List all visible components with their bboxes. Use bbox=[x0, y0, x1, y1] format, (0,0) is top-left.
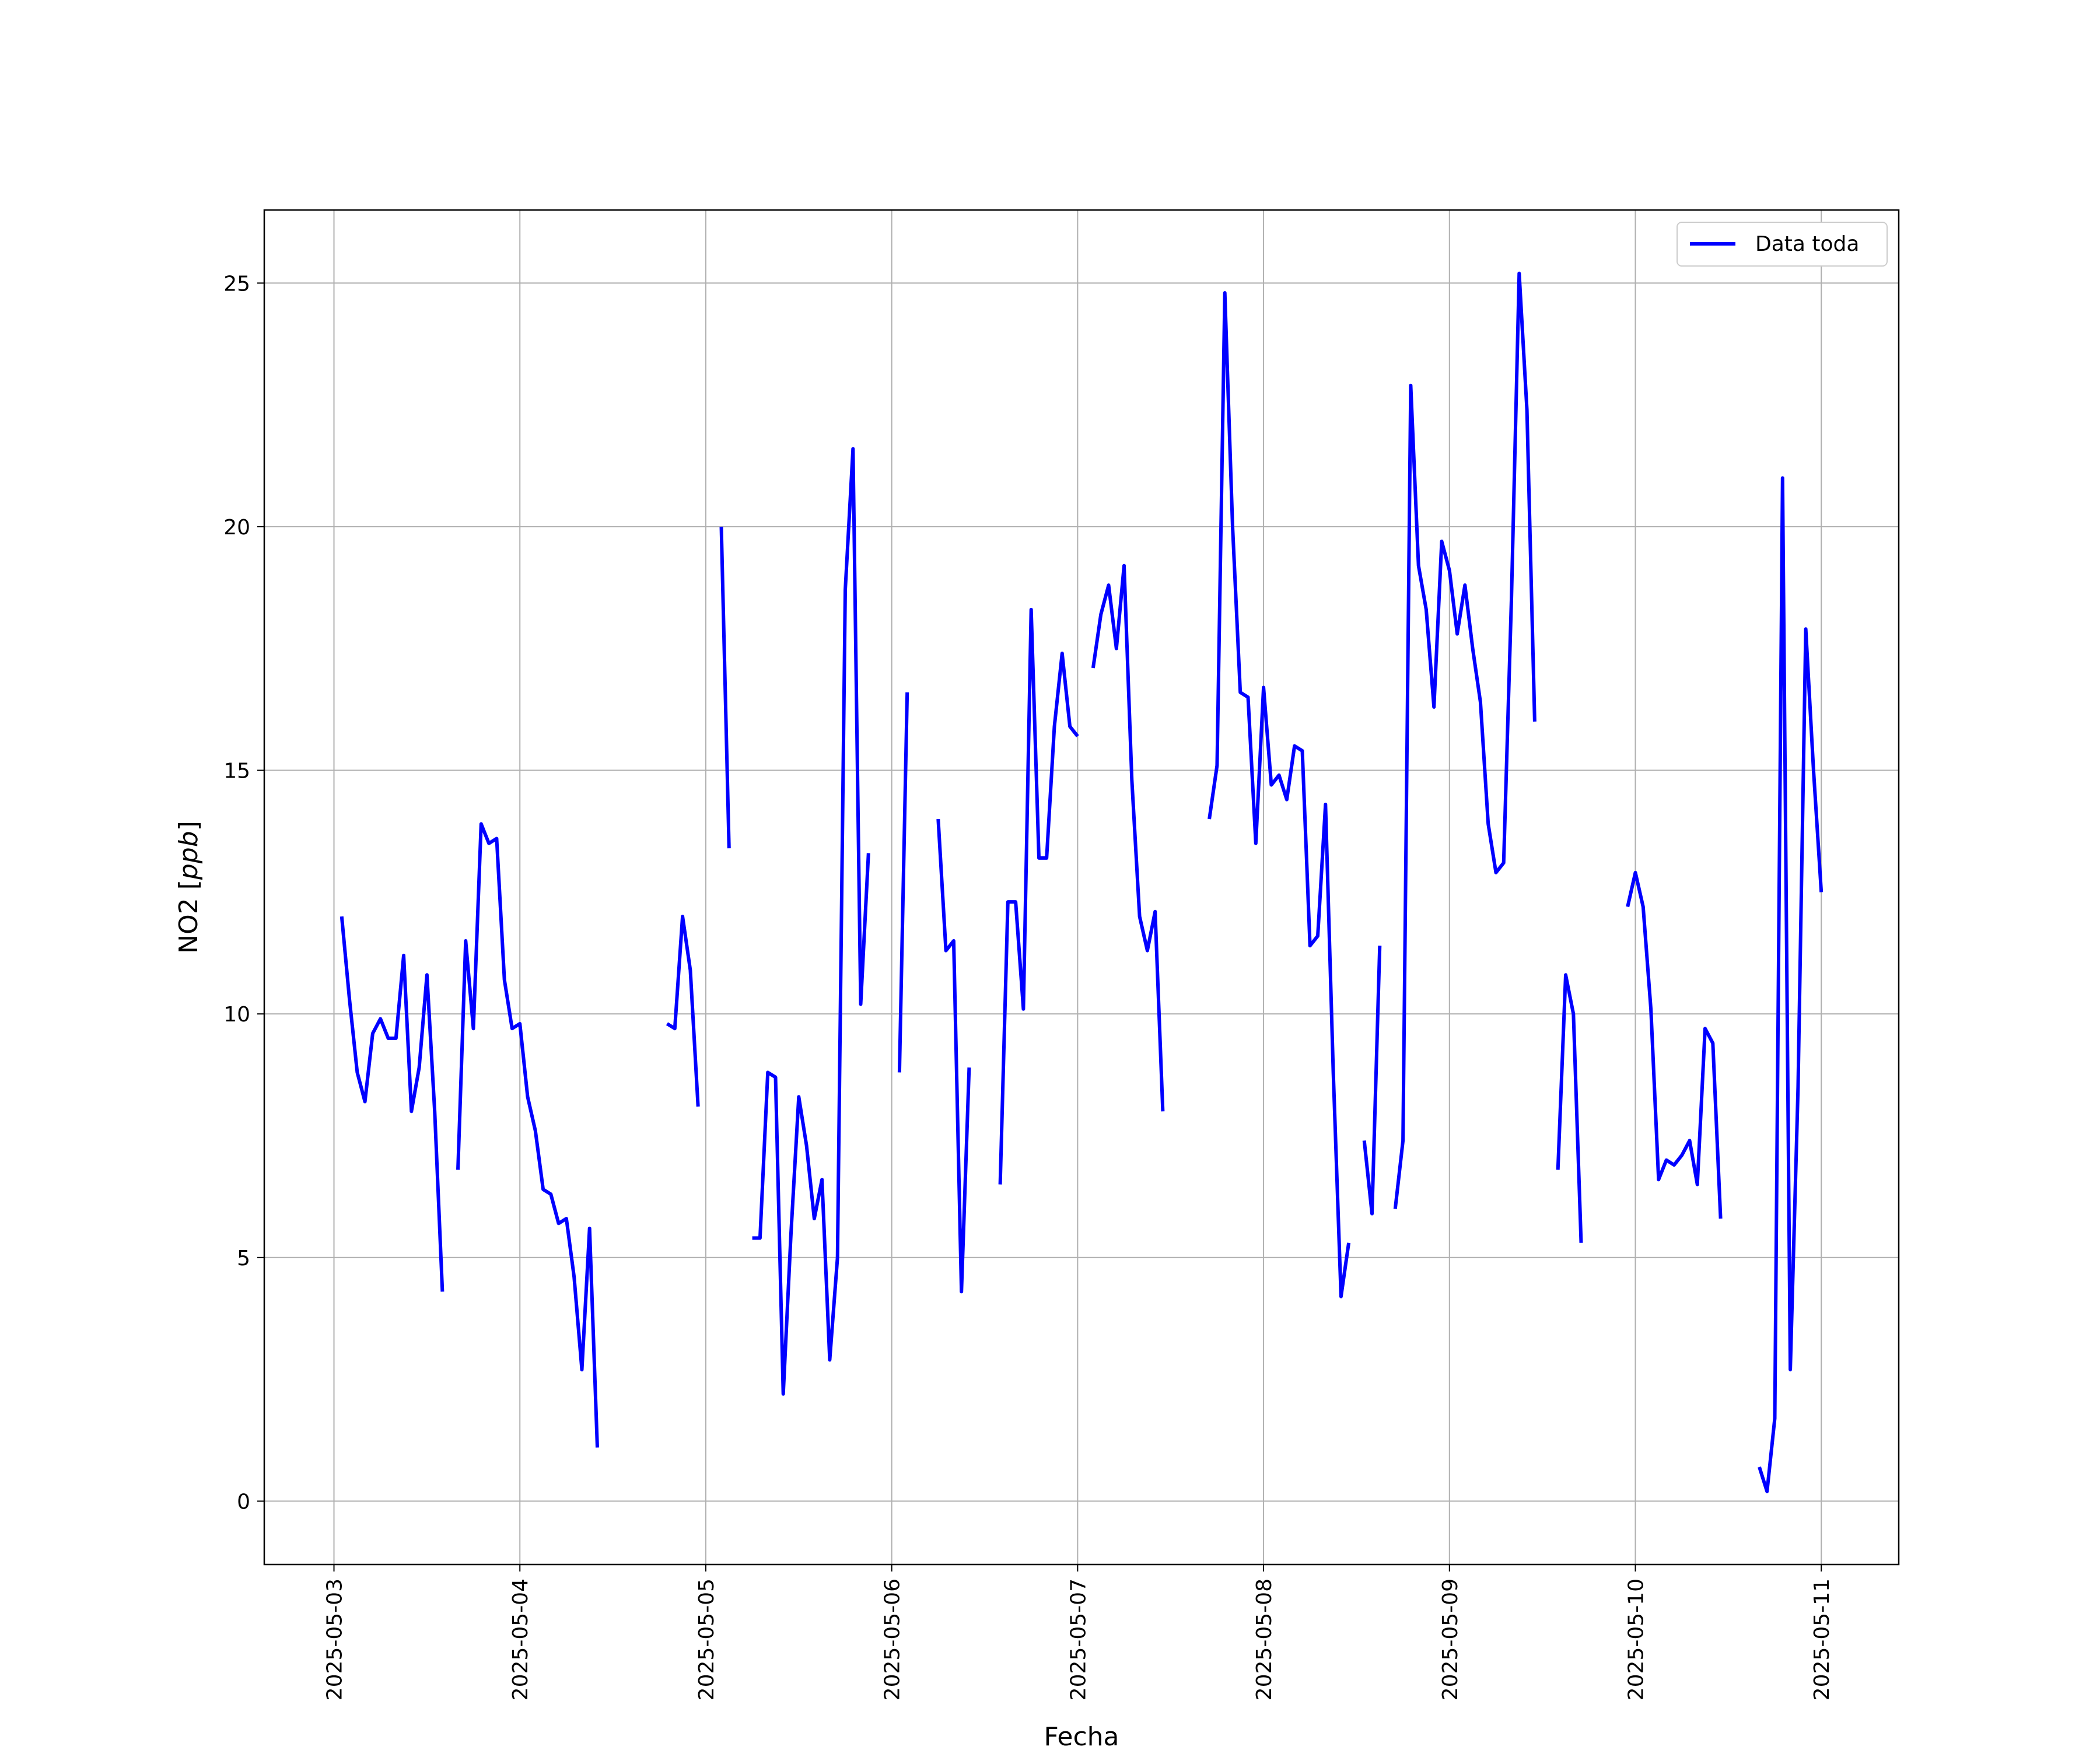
y-axis-label-unit: ppb bbox=[174, 831, 204, 880]
x-tick-label: 2025-05-07 bbox=[1066, 1578, 1090, 1700]
legend-box bbox=[1676, 222, 1888, 267]
x-tick-label: 2025-05-05 bbox=[695, 1578, 719, 1700]
grid bbox=[264, 210, 1899, 1564]
series-line-segment bbox=[666, 915, 700, 1107]
series-line-segment bbox=[340, 916, 444, 1292]
y-tick-label: 10 bbox=[223, 1003, 250, 1027]
y-axis-label-main: NO2 [ bbox=[174, 880, 204, 954]
series-line-segment bbox=[1758, 476, 1824, 1493]
series-line-segment bbox=[752, 447, 870, 1396]
y-tick-label: 25 bbox=[223, 272, 250, 296]
series-line-segment bbox=[1556, 973, 1583, 1243]
series-line-segment bbox=[936, 818, 971, 1294]
legend: Data toda bbox=[1676, 222, 1888, 267]
x-tick-label: 2025-05-11 bbox=[1810, 1578, 1834, 1700]
x-tick-label: 2025-05-08 bbox=[1252, 1578, 1276, 1700]
y-axis-label: NO2 [ppb] bbox=[174, 821, 204, 954]
y-axis: 0 5 10 15 20 25 bbox=[223, 272, 264, 1514]
plot-background bbox=[264, 210, 1899, 1564]
plot-frame bbox=[263, 209, 1900, 1566]
y-tick-label: 5 bbox=[237, 1247, 250, 1270]
series-line-segment bbox=[719, 526, 731, 849]
series-line-segment bbox=[1393, 271, 1536, 1209]
series-line-segment bbox=[897, 692, 909, 1073]
y-tick-label: 0 bbox=[237, 1490, 250, 1514]
y-tick-label: 20 bbox=[223, 516, 250, 540]
series-line-segment bbox=[1208, 291, 1351, 1298]
series-line-segment bbox=[456, 822, 599, 1448]
y-tick-label: 15 bbox=[223, 760, 250, 783]
series-data-toda bbox=[340, 271, 1824, 1493]
series-line-segment bbox=[1626, 870, 1723, 1219]
x-tick-label: 2025-05-04 bbox=[509, 1578, 533, 1700]
x-tick-label: 2025-05-10 bbox=[1624, 1578, 1648, 1700]
x-tick-label: 2025-05-03 bbox=[323, 1578, 347, 1700]
x-axis: 2025-05-03 2025-05-04 2025-05-05 2025-05-06… bbox=[323, 1564, 1834, 1700]
legend-label: Data toda bbox=[1755, 232, 1859, 256]
series-line-segment bbox=[998, 607, 1079, 1185]
y-axis-label-close: ] bbox=[174, 821, 204, 831]
x-axis-label: Fecha bbox=[1044, 1722, 1119, 1750]
x-tick-label: 2025-05-09 bbox=[1438, 1578, 1462, 1700]
series-line-segment bbox=[1091, 564, 1165, 1112]
x-tick-label: 2025-05-06 bbox=[881, 1578, 905, 1700]
series-line-segment bbox=[1362, 946, 1382, 1216]
